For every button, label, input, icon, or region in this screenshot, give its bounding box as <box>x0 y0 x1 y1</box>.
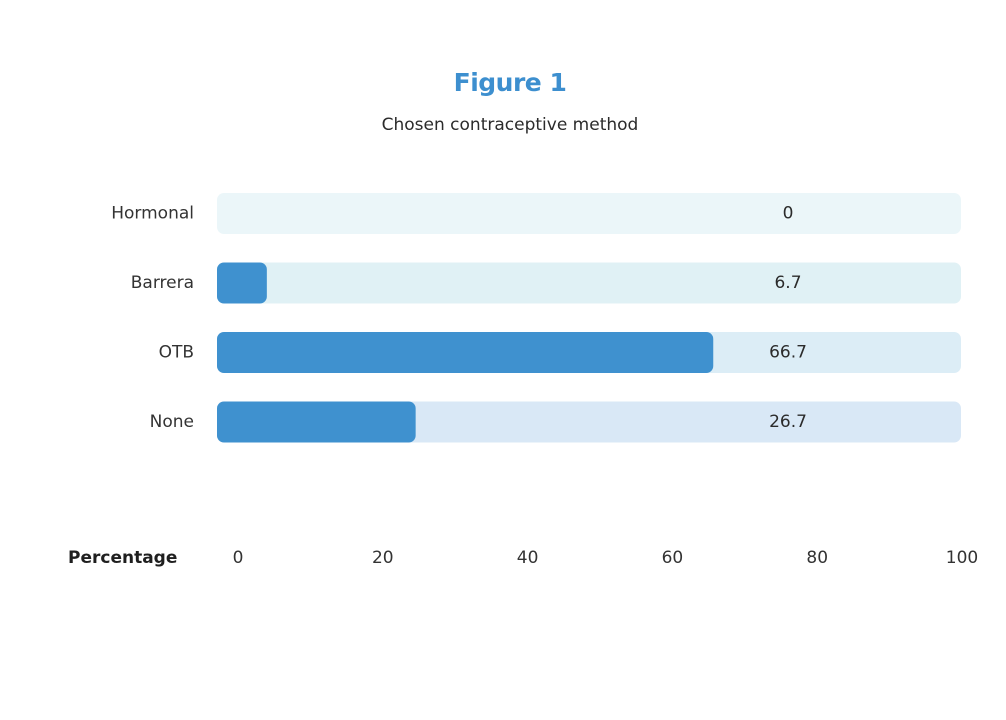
category-label: OTB <box>159 343 194 363</box>
bar-row-barrera: Barrera 6.7 <box>131 262 961 304</box>
bar <box>217 332 714 373</box>
data-label: 0 <box>783 204 794 224</box>
data-label: 26.7 <box>769 412 807 432</box>
bar-track <box>217 193 961 234</box>
bar-row-none: None 26.7 <box>150 401 961 443</box>
x-tick-label: 20 <box>372 548 394 568</box>
bar <box>217 262 267 304</box>
bar-row-hormonal: Hormonal 0 <box>111 193 961 234</box>
data-label: 6.7 <box>774 273 801 293</box>
x-tick-label: 60 <box>662 548 684 568</box>
chart-subtitle: Chosen contraceptive method <box>381 115 639 135</box>
category-label: None <box>150 412 194 432</box>
x-axis-title: Percentage <box>68 548 177 568</box>
x-tick-label: 100 <box>946 548 978 568</box>
bar <box>217 401 416 443</box>
bar-track <box>217 262 961 304</box>
bar-row-otb: OTB 66.7 <box>159 332 961 373</box>
data-label: 66.7 <box>769 343 807 363</box>
category-label: Barrera <box>131 273 194 293</box>
x-tick-label: 40 <box>517 548 539 568</box>
x-tick-label: 0 <box>233 548 244 568</box>
x-tick-label: 80 <box>806 548 828 568</box>
chart-title: Figure 1 <box>453 68 567 97</box>
category-label: Hormonal <box>111 204 194 224</box>
